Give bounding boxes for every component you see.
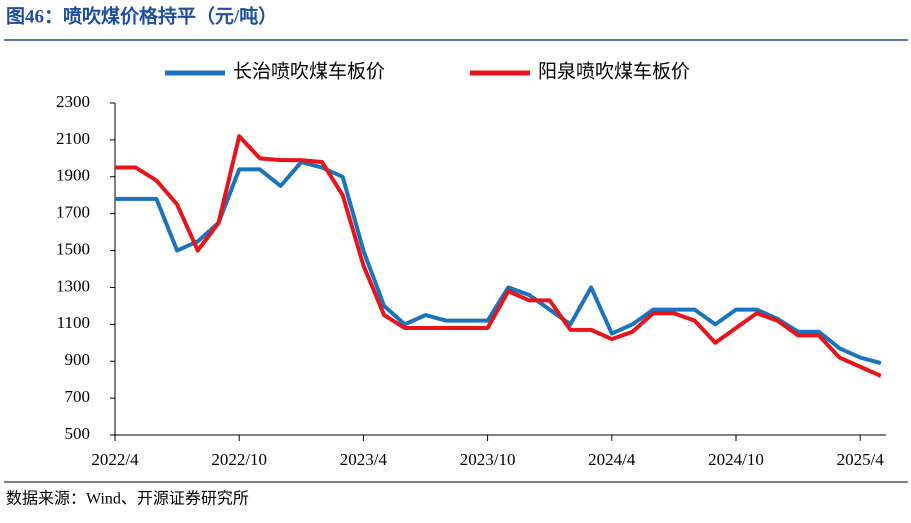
y-tick-label: 1500 bbox=[56, 239, 90, 258]
series-line bbox=[115, 134, 882, 378]
y-tick-label: 2100 bbox=[56, 129, 90, 148]
series-line bbox=[115, 160, 882, 365]
source: 数据来源：Wind、开源证券研究所 bbox=[6, 490, 249, 508]
x-tick-label: 2022/4 bbox=[91, 450, 139, 469]
y-tick-label: 1300 bbox=[56, 276, 90, 295]
chart-title: 图46：喷吹煤价格持平（元/吨） bbox=[6, 4, 277, 27]
x-tick-label: 2023/10 bbox=[460, 450, 516, 469]
y-tick-label: 900 bbox=[65, 350, 91, 369]
y-tick-label: 500 bbox=[65, 424, 91, 443]
x-tick-label: 2025/4 bbox=[837, 450, 885, 469]
y-tick-label: 700 bbox=[65, 387, 91, 406]
legend-label: 阳泉喷吹煤车板价 bbox=[538, 60, 690, 82]
x-tick-label: 2023/4 bbox=[340, 450, 388, 469]
legend-label: 长治喷吹煤车板价 bbox=[233, 60, 385, 82]
y-tick-label: 1900 bbox=[56, 166, 90, 185]
x-tick-label: 2024/4 bbox=[588, 450, 636, 469]
y-tick-label: 1100 bbox=[57, 313, 90, 332]
x-tick-label: 2022/10 bbox=[211, 450, 267, 469]
y-tick-label: 2300 bbox=[56, 92, 90, 111]
y-tick-label: 1700 bbox=[56, 203, 90, 222]
x-tick-label: 2024/10 bbox=[708, 450, 764, 469]
